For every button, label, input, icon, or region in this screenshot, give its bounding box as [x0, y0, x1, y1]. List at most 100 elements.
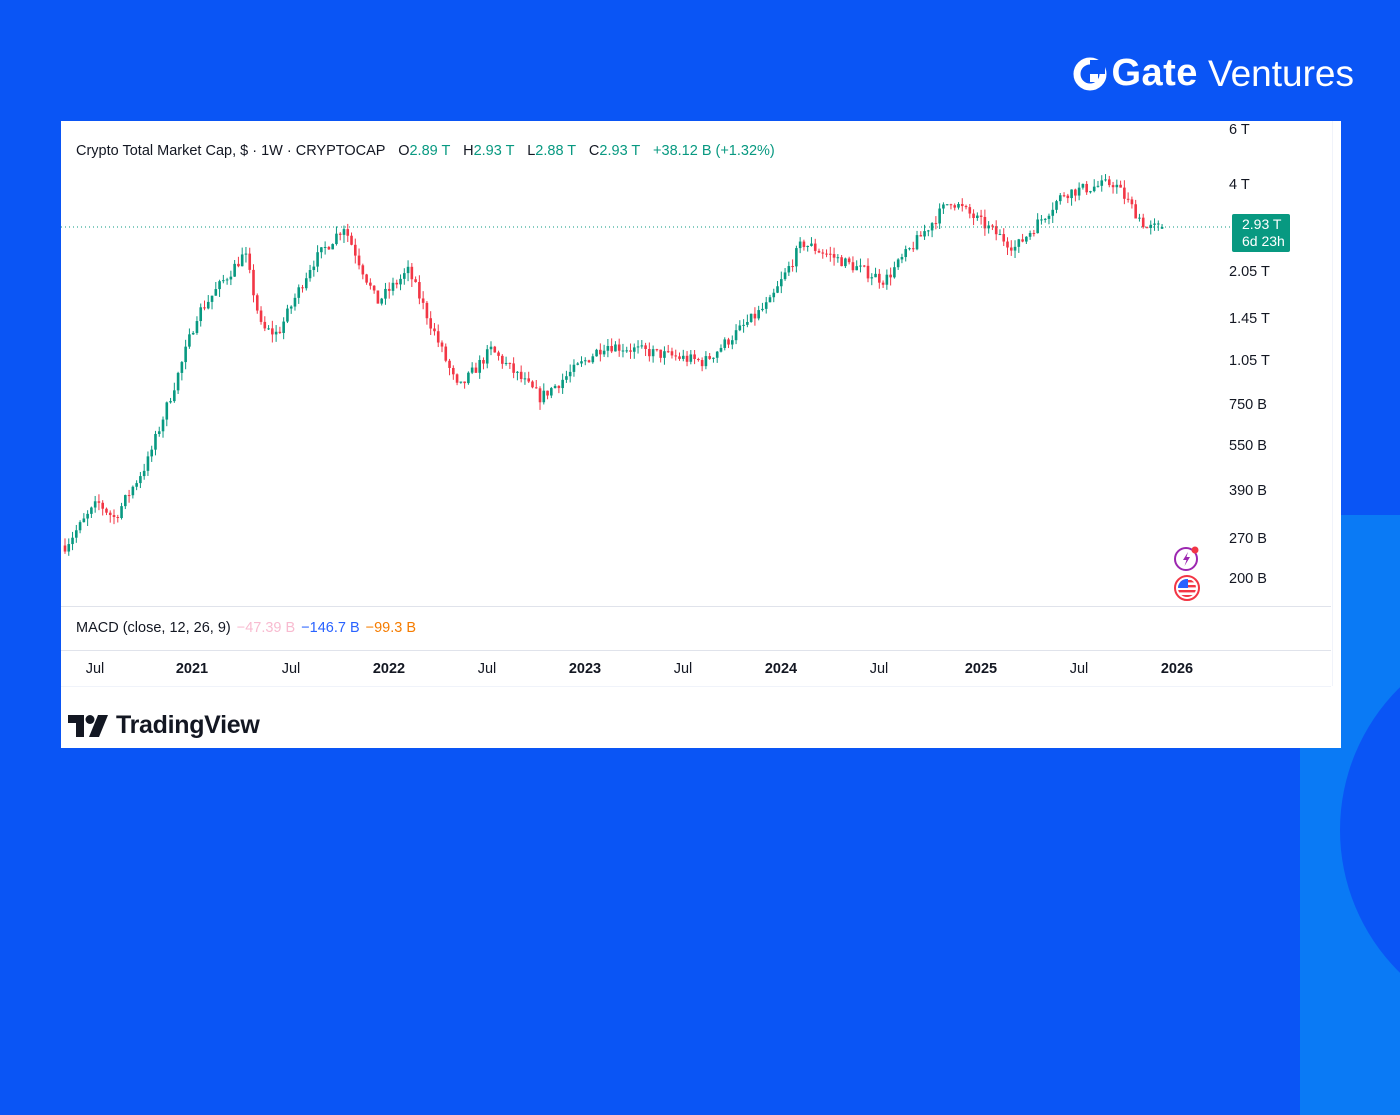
time-axis-label: Jul: [477, 661, 497, 677]
candle: [1062, 195, 1066, 197]
candle: [237, 263, 240, 267]
candle: [568, 371, 572, 377]
candle: [78, 522, 82, 531]
price-axis-label: 200 B: [1229, 571, 1267, 587]
candle: [255, 295, 259, 311]
candle: [67, 544, 71, 552]
candle: [987, 225, 990, 229]
candle: [259, 310, 263, 322]
candle: [229, 276, 233, 280]
candle: [105, 508, 108, 513]
high-label: H: [463, 143, 474, 159]
candle: [847, 258, 851, 263]
candle: [1066, 195, 1070, 199]
candle: [346, 229, 350, 236]
candle: [120, 506, 123, 519]
candle: [1032, 233, 1036, 235]
candle: [323, 246, 327, 248]
candle: [817, 250, 821, 253]
candle: [998, 234, 1002, 236]
candle: [1047, 215, 1051, 219]
candle: [470, 367, 474, 373]
candle: [271, 328, 274, 335]
time-axis-label: 2023: [568, 661, 602, 677]
candle: [1006, 241, 1009, 248]
low-value: 2.88 T: [535, 143, 576, 159]
candle: [840, 257, 843, 267]
candle: [1160, 226, 1164, 229]
candle: [1043, 218, 1047, 220]
candle: [131, 486, 135, 496]
candle: [154, 433, 157, 450]
symbol-title[interactable]: Crypto Total Market Cap, $ · 1W · CRYPTO…: [76, 143, 386, 159]
candle: [459, 381, 463, 383]
candle: [1119, 184, 1122, 188]
macd-signal-value: −146.7 B: [301, 620, 360, 636]
candle: [210, 295, 214, 302]
gate-ventures-logo: Gate Ventures: [1073, 52, 1354, 95]
candle: [1017, 239, 1021, 247]
candle: [806, 245, 809, 248]
pane-divider[interactable]: [61, 606, 1331, 607]
candle: [723, 339, 727, 348]
candle: [874, 273, 877, 278]
candle: [546, 390, 549, 396]
candle: [297, 287, 301, 298]
candle: [376, 290, 380, 304]
candle: [927, 230, 930, 232]
candle: [90, 507, 93, 514]
candle: [263, 321, 267, 329]
candlestick-plot[interactable]: [61, 121, 1341, 621]
candle: [203, 307, 206, 309]
candle: [127, 495, 131, 497]
candle: [357, 255, 361, 266]
candle: [991, 225, 994, 227]
candle: [463, 381, 466, 384]
candle: [169, 401, 172, 403]
candle: [184, 346, 187, 363]
candle: [614, 344, 617, 352]
candle: [945, 204, 949, 206]
price-axis-label: 6 T: [1229, 122, 1250, 138]
candle: [384, 288, 387, 299]
candle: [93, 501, 97, 508]
candle: [621, 350, 625, 352]
us-flag-event-icon[interactable]: [1173, 574, 1201, 602]
candle: [1092, 186, 1096, 192]
candle: [97, 501, 101, 503]
macd-value: −47.39 B: [236, 620, 296, 636]
candle: [704, 356, 708, 367]
price-axis-label: 550 B: [1229, 438, 1267, 454]
candle: [448, 360, 451, 368]
candle: [930, 223, 934, 231]
candle: [957, 203, 960, 208]
candle: [218, 281, 221, 290]
candle: [972, 213, 975, 219]
candle: [478, 359, 481, 373]
candle: [1096, 185, 1100, 187]
candle: [666, 351, 670, 353]
candle: [685, 355, 689, 362]
candle: [395, 282, 399, 285]
candle: [312, 266, 316, 271]
candle: [919, 235, 923, 237]
tradingview-logo[interactable]: TradingView: [68, 711, 260, 740]
candle: [960, 203, 964, 207]
candle: [214, 289, 218, 296]
candle: [780, 279, 783, 287]
macd-label[interactable]: MACD (close, 12, 26, 9): [76, 620, 231, 636]
chart-panel[interactable]: Crypto Total Market Cap, $ · 1W · CRYPTO…: [61, 121, 1341, 748]
candle: [320, 247, 323, 253]
lightning-event-icon[interactable]: [1173, 544, 1201, 572]
candle: [452, 367, 455, 375]
candle: [632, 347, 636, 352]
candle: [372, 285, 376, 291]
time-axis-label: 2022: [372, 661, 406, 677]
price-axis-divider: [1332, 121, 1333, 686]
change-value: +38.12 B (+1.32%): [653, 143, 775, 159]
candle: [350, 235, 353, 245]
candle: [142, 470, 146, 477]
candle: [761, 308, 764, 311]
candle: [1115, 184, 1119, 188]
candle: [844, 258, 847, 267]
